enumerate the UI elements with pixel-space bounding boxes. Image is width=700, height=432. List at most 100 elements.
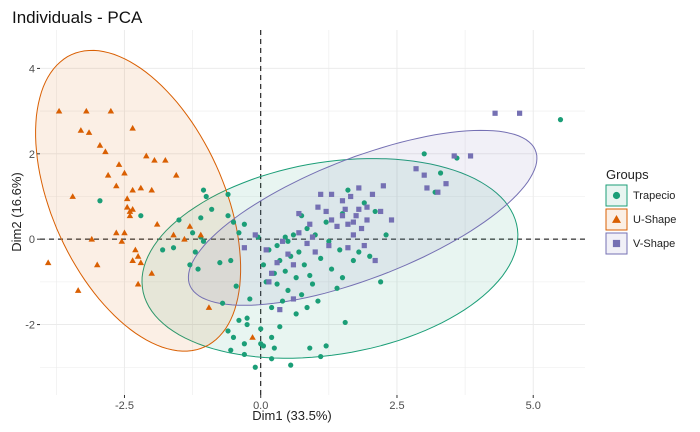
data-point [293, 311, 299, 317]
data-point [421, 172, 427, 178]
data-point [107, 107, 115, 114]
data-point [339, 275, 346, 281]
data-point [342, 319, 348, 326]
data-point [271, 345, 277, 351]
data-point [181, 235, 188, 242]
data-point [361, 242, 367, 249]
data-point [364, 204, 370, 210]
data-point [123, 203, 131, 210]
data-point [153, 220, 161, 227]
legend-item-u-shape: U-Shape [605, 208, 676, 231]
data-point [134, 280, 142, 287]
data-point [492, 110, 498, 116]
legend-item-v-shape: V-Shape [605, 232, 675, 255]
data-point [190, 230, 196, 236]
data-point [339, 213, 346, 219]
data-points [44, 107, 564, 370]
data-point [318, 255, 324, 261]
data-point [378, 279, 384, 285]
data-point [378, 208, 384, 215]
legend-key-marker [612, 239, 621, 248]
data-point [323, 208, 329, 215]
data-point [126, 212, 134, 219]
data-point [205, 304, 213, 310]
data-point [309, 281, 316, 287]
data-point [304, 240, 310, 247]
data-point [209, 206, 215, 212]
x-tick-label: 0.0 [253, 400, 268, 412]
data-point [328, 266, 335, 272]
data-point [269, 270, 275, 276]
data-point [315, 298, 321, 304]
data-point [307, 272, 313, 279]
data-point [137, 184, 145, 191]
data-point [326, 242, 332, 249]
data-point [129, 124, 136, 131]
data-point [421, 151, 427, 157]
data-point [299, 292, 305, 298]
data-point [451, 153, 457, 159]
data-point [337, 247, 343, 253]
data-point [285, 251, 291, 257]
data-point [350, 219, 356, 225]
data-point [517, 110, 523, 116]
data-point [123, 195, 131, 202]
data-point [200, 238, 207, 244]
data-point [55, 107, 63, 114]
data-point [304, 304, 310, 311]
data-point [285, 287, 291, 294]
data-point [296, 210, 302, 217]
data-point [200, 187, 207, 193]
data-point [323, 343, 329, 349]
data-point [77, 127, 85, 133]
data-point [269, 356, 275, 362]
data-point [252, 364, 258, 370]
data-point [290, 296, 297, 302]
data-point [307, 221, 313, 227]
data-point [225, 191, 231, 197]
data-point [350, 257, 356, 264]
data-point [138, 213, 144, 219]
data-point [121, 169, 128, 176]
data-point [274, 281, 280, 287]
data-point [279, 298, 286, 304]
data-point [356, 185, 362, 191]
data-point [269, 334, 275, 340]
data-point [443, 181, 449, 187]
data-point [323, 219, 329, 225]
data-point [307, 345, 313, 351]
data-point [129, 206, 136, 212]
data-point [228, 347, 234, 353]
x-axis-title: Dim1 (33.5%) [252, 408, 331, 423]
data-point [413, 166, 419, 172]
data-point [356, 249, 362, 255]
data-point [118, 238, 125, 244]
data-point [85, 129, 93, 135]
data-point [353, 213, 359, 219]
data-point [290, 262, 297, 268]
data-point [97, 198, 103, 204]
data-point [345, 245, 351, 251]
data-point [129, 257, 136, 263]
data-point [290, 232, 297, 238]
data-point [236, 317, 242, 323]
data-point [328, 191, 335, 197]
data-point [369, 191, 376, 197]
data-point [198, 215, 204, 221]
data-point [249, 334, 256, 340]
legend-title: Groups [606, 167, 649, 182]
data-point [345, 221, 351, 227]
data-point [74, 287, 82, 293]
chart-title: Individuals - PCA [12, 8, 143, 27]
data-point [160, 247, 166, 253]
y-tick-label: 0 [29, 234, 35, 246]
data-point [219, 300, 226, 306]
legend-label: V-Shape [633, 238, 675, 250]
data-point [148, 186, 155, 193]
data-point [244, 315, 250, 321]
data-point [274, 242, 280, 249]
data-point [148, 270, 155, 276]
data-point [203, 193, 209, 200]
data-point [339, 198, 346, 204]
data-point [241, 221, 247, 227]
